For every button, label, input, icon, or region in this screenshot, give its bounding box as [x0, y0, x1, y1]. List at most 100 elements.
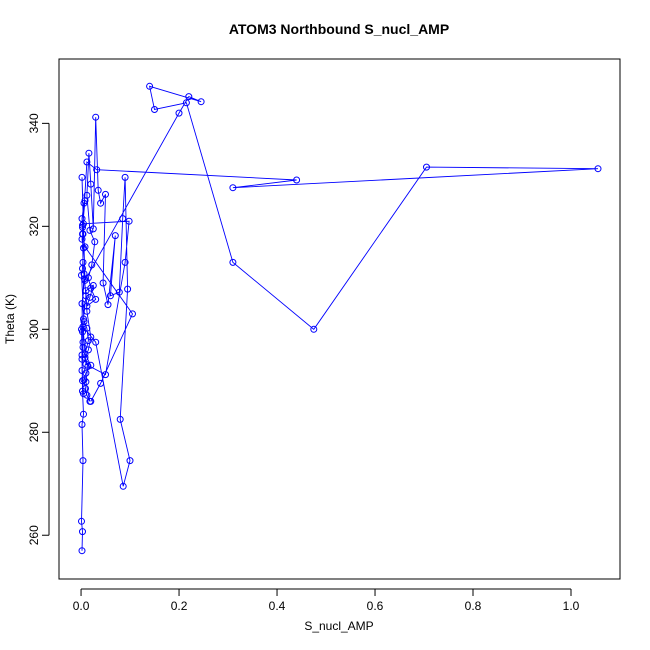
data-point [197, 98, 205, 106]
data-point [81, 350, 89, 358]
data-point [293, 176, 301, 184]
data-point [146, 82, 154, 90]
data-layer [78, 82, 602, 555]
y-axis-label: Theta (K) [3, 294, 17, 344]
data-point [83, 191, 91, 199]
data-point [229, 258, 237, 266]
data-point [84, 346, 92, 354]
y-tick-label: 280 [27, 422, 41, 442]
data-point [185, 93, 193, 101]
data-point [119, 215, 127, 223]
data-point [80, 376, 88, 384]
x-tick-label: 0.0 [73, 599, 90, 613]
data-point [106, 292, 114, 300]
data-point [80, 315, 87, 323]
data-point [86, 226, 94, 234]
data-point [182, 99, 190, 107]
data-point [89, 225, 97, 233]
data-point [94, 186, 102, 194]
data-point [79, 328, 86, 336]
data-point [87, 333, 95, 341]
data-point [92, 113, 100, 121]
data-point [83, 307, 91, 315]
data-point [423, 163, 430, 171]
y-tick-label: 340 [27, 113, 41, 133]
data-point [78, 517, 85, 525]
data-point [80, 318, 88, 326]
data-point [125, 217, 133, 225]
x-tick-label: 0.4 [269, 599, 286, 613]
data-point [79, 221, 86, 229]
data-point [80, 244, 87, 252]
data-point [310, 325, 318, 333]
data-point [175, 109, 183, 117]
data-point [83, 391, 91, 399]
y-tick-label: 300 [27, 319, 41, 339]
data-point [594, 165, 602, 173]
data-point [126, 457, 134, 465]
data-point [79, 528, 86, 536]
plot-frame [58, 58, 621, 580]
data-point [82, 385, 89, 392]
data-point [88, 261, 96, 269]
data-point [84, 337, 92, 345]
data-point [129, 310, 136, 318]
data-point [79, 323, 87, 331]
data-point [104, 301, 112, 309]
data-point [87, 397, 95, 405]
data-point [80, 410, 87, 418]
data-point [78, 421, 86, 428]
data-point [79, 343, 87, 351]
data-point [79, 377, 86, 385]
data-point [79, 230, 86, 238]
data-point [81, 276, 89, 284]
data-point [83, 158, 91, 166]
data-point [82, 378, 90, 386]
data-point [116, 415, 124, 423]
data-point [97, 379, 105, 387]
data-point [78, 173, 86, 181]
data-point [99, 279, 107, 287]
chart-title: ATOM3 Northbound S_nucl_AMP [229, 21, 449, 37]
data-point [79, 457, 87, 465]
axes-layer: 0.0 0.2 0.4 0.6 0.8 1.0 260 280 300 320 340 [27, 113, 580, 613]
data-point [229, 184, 237, 192]
data-point [82, 292, 90, 300]
data-point [121, 258, 129, 266]
data-point [81, 354, 89, 362]
data-point [80, 270, 88, 278]
series-line [81, 85, 599, 551]
data-point [93, 166, 101, 174]
x-tick-label: 1.0 [563, 599, 580, 613]
data-point [111, 232, 119, 240]
data-point [80, 220, 87, 228]
data-point [79, 223, 86, 231]
y-tick-label: 320 [27, 216, 41, 236]
data-point [87, 180, 95, 188]
data-point [92, 338, 100, 346]
data-point [78, 235, 86, 243]
x-axis-label: S_nucl_AMP [304, 619, 373, 633]
x-tick-label: 0.2 [171, 599, 188, 613]
data-point [81, 243, 89, 251]
data-point [87, 284, 95, 292]
data-point [84, 362, 92, 370]
data-point [83, 302, 91, 310]
data-point [121, 173, 129, 181]
data-point [83, 324, 91, 332]
data-point [91, 238, 99, 246]
data-point [97, 199, 105, 207]
data-point [78, 547, 86, 555]
data-point [82, 369, 90, 377]
data-point [151, 106, 158, 113]
data-point [82, 360, 90, 368]
data-point [102, 190, 109, 198]
x-tick-label: 0.6 [367, 599, 384, 613]
y-tick-label: 260 [27, 525, 41, 545]
data-point [115, 288, 123, 296]
x-tick-label: 0.8 [465, 599, 482, 613]
data-point [124, 285, 132, 293]
data-point [85, 149, 93, 157]
